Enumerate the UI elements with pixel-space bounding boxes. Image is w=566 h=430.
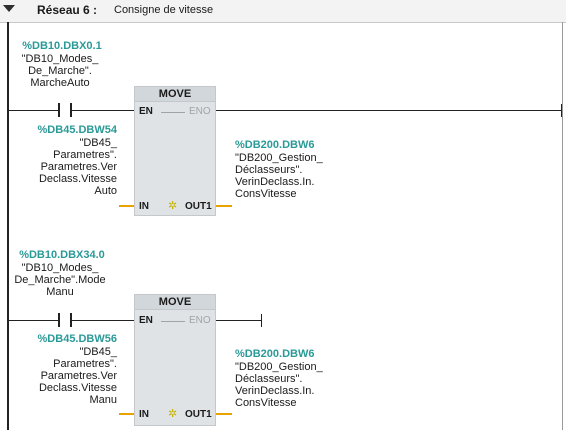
contact-address[interactable]: %DB10.DBX0.1: [22, 40, 102, 52]
block-title: MOVE: [135, 295, 215, 310]
eno-pin: ENO: [189, 315, 211, 326]
output-link: [216, 413, 232, 415]
input-symbol[interactable]: "DB45_ Parametres". Parametres.Ver Decla…: [38, 137, 117, 197]
network-frame-border: [562, 22, 563, 430]
contact-symbol[interactable]: "DB10_Modes_ De_Marche".Mode Manu: [14, 262, 106, 298]
network-title: Réseau 6 :: [37, 3, 98, 17]
wire: [9, 110, 58, 111]
output-address[interactable]: %DB200.DBW6: [235, 348, 315, 360]
star-icon: ✲: [168, 408, 178, 420]
contact-address[interactable]: %DB10.DBX34.0: [19, 249, 105, 261]
eno-pin: ENO: [189, 106, 211, 117]
eno-output-wire: [216, 110, 562, 111]
no-contact-icon[interactable]: [58, 103, 60, 117]
out1-pin: OUT1: [185, 201, 212, 212]
no-contact-icon[interactable]: [70, 313, 72, 327]
move-block[interactable]: MOVE EN ENO IN ✲ OUT1: [134, 294, 216, 426]
wire: [72, 320, 134, 321]
network-comment[interactable]: Consigne de vitesse: [114, 4, 214, 16]
network-header[interactable]: Réseau 6 : Consigne de vitesse: [0, 0, 566, 23]
out1-pin: OUT1: [185, 409, 212, 420]
wire-end: [261, 314, 262, 327]
star-icon: ✲: [168, 200, 178, 212]
output-symbol[interactable]: "DB200_Gestion_ Déclasseurs". VerinDecla…: [235, 152, 323, 200]
wire: [9, 320, 58, 321]
input-link: [119, 413, 134, 415]
block-title: MOVE: [135, 87, 215, 102]
in-pin: IN: [139, 201, 149, 212]
eno-output-wire: [216, 320, 261, 321]
power-rail: [7, 22, 9, 430]
output-link: [216, 205, 232, 207]
output-symbol[interactable]: "DB200_Gestion_ Déclasseurs". VerinDecla…: [235, 361, 323, 409]
en-pin: EN: [139, 106, 153, 117]
wire: [72, 110, 134, 111]
input-address[interactable]: %DB45.DBW56: [37, 333, 117, 345]
input-link: [119, 205, 134, 207]
wire-end: [561, 104, 562, 117]
contact-symbol[interactable]: "DB10_Modes_ De_Marche". MarcheAuto: [21, 53, 99, 89]
in-pin: IN: [139, 409, 149, 420]
move-block[interactable]: MOVE EN ENO IN ✲ OUT1: [134, 86, 216, 216]
eno-link: [161, 112, 185, 113]
eno-link: [161, 321, 185, 322]
input-address[interactable]: %DB45.DBW54: [37, 124, 117, 136]
input-symbol[interactable]: "DB45_ Parametres". Parametres.Ver Decla…: [38, 346, 117, 406]
no-contact-icon[interactable]: [70, 103, 72, 117]
no-contact-icon[interactable]: [58, 313, 60, 327]
en-pin: EN: [139, 315, 153, 326]
collapse-arrow-icon[interactable]: [3, 5, 15, 12]
output-address[interactable]: %DB200.DBW6: [235, 139, 315, 151]
